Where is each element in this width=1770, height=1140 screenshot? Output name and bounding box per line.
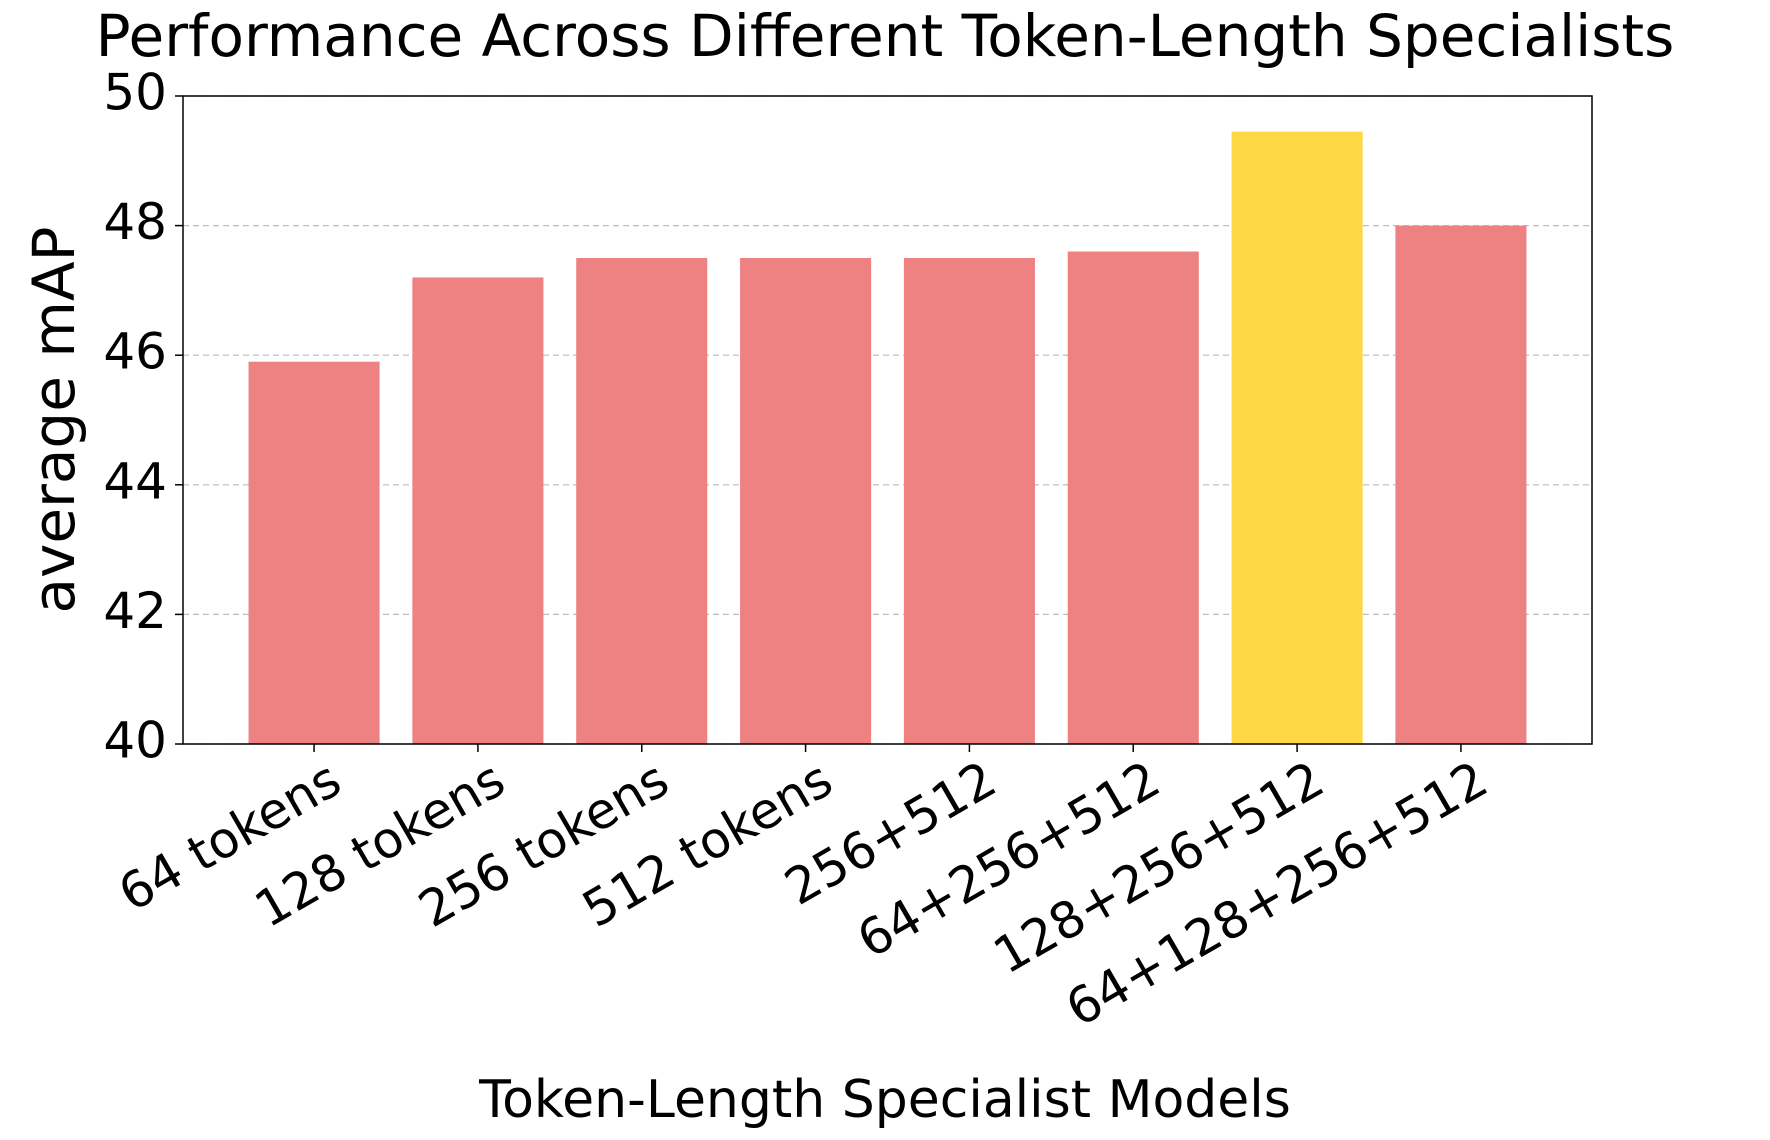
bar <box>248 361 380 744</box>
y-tick-label: 42 <box>103 582 167 640</box>
bar <box>1231 131 1363 744</box>
bar <box>412 277 544 744</box>
y-tick-label: 50 <box>103 64 167 122</box>
bar <box>576 258 708 744</box>
y-axis-label: average mAP <box>20 226 88 613</box>
bar <box>903 258 1035 744</box>
chart-title: Performance Across Different Token-Lengt… <box>96 2 1675 70</box>
x-axis-label: Token-Length Specialist Models <box>478 1070 1291 1130</box>
bar <box>740 258 872 744</box>
y-tick-label: 48 <box>103 193 167 251</box>
bar <box>1395 225 1527 745</box>
y-tick-label: 46 <box>103 323 167 381</box>
bar <box>1067 251 1199 744</box>
plot-frame <box>182 95 1593 745</box>
y-tick-label: 44 <box>103 452 167 510</box>
y-tick-label: 40 <box>103 712 167 770</box>
